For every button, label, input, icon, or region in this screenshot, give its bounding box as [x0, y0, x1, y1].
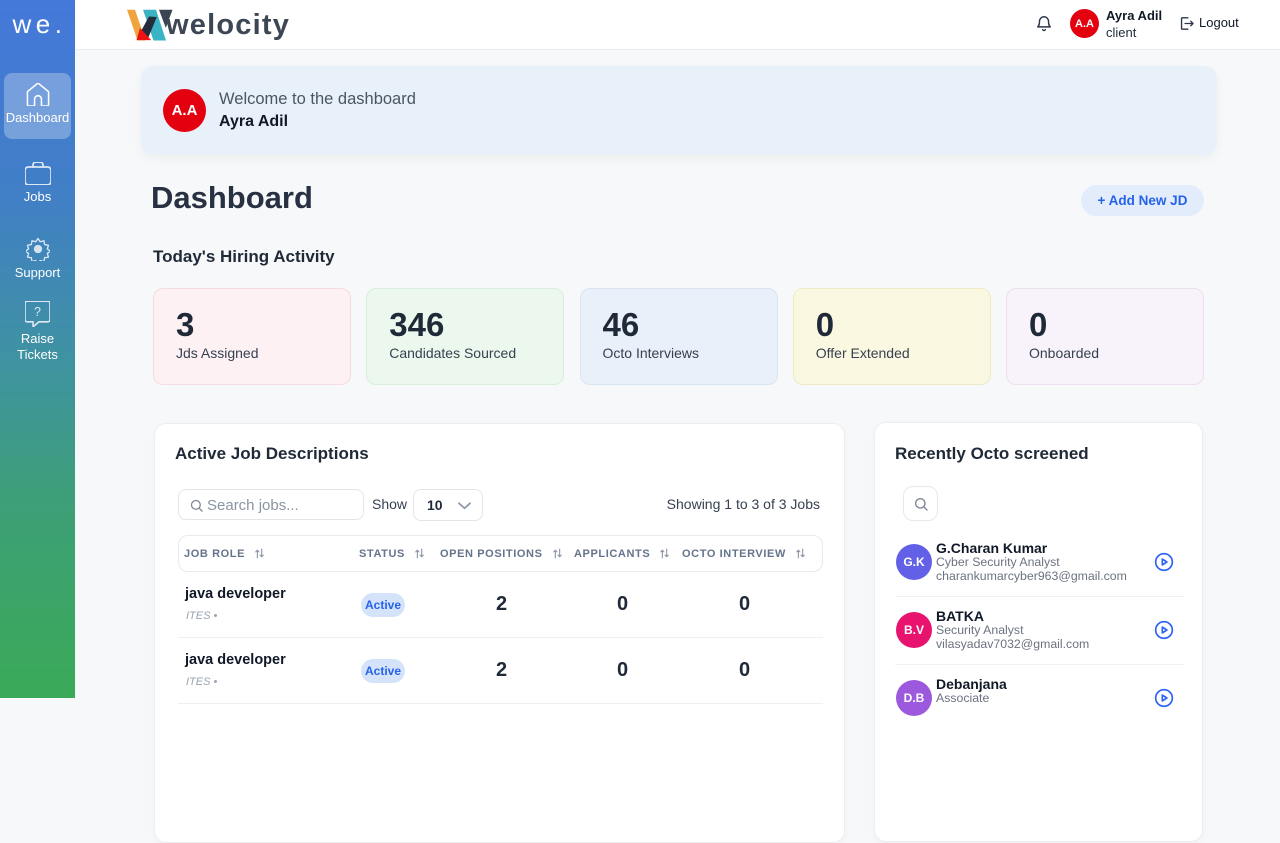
svg-text:welocity: welocity: [165, 9, 290, 41]
svg-text:?: ?: [34, 305, 41, 319]
